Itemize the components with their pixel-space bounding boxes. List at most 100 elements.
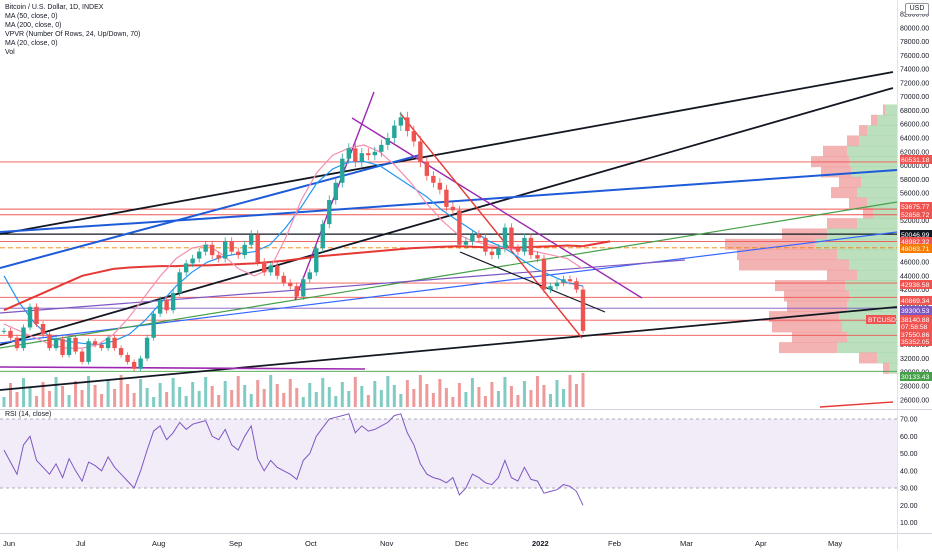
candle-body bbox=[288, 282, 293, 287]
candle-body bbox=[79, 351, 85, 362]
candle-body bbox=[509, 227, 514, 249]
ma-line bbox=[3, 144, 584, 349]
candle-body bbox=[483, 237, 488, 252]
price-label-text: 48063.71 bbox=[901, 246, 930, 253]
candle-body bbox=[333, 182, 338, 200]
candle-body bbox=[47, 334, 52, 349]
candle-body bbox=[366, 153, 371, 156]
candle-body bbox=[21, 327, 26, 349]
currency-button[interactable]: USD bbox=[905, 3, 929, 15]
volume-bar bbox=[568, 375, 572, 407]
volume-bar bbox=[191, 382, 195, 407]
trendline-blue-3 bbox=[0, 154, 421, 269]
legend-vol[interactable]: Vol bbox=[5, 49, 15, 56]
candle-body bbox=[222, 241, 228, 259]
volume-bar bbox=[392, 385, 396, 407]
price-tick-label: 32000.00 bbox=[900, 356, 929, 363]
legend-ma50[interactable]: MA (50, close, 0) bbox=[5, 13, 58, 20]
volume-bar bbox=[542, 385, 546, 407]
legend-vpvr[interactable]: VPVR (Number Of Rows, 24, Up/Down, 70) bbox=[5, 31, 141, 38]
vpvr-down-row bbox=[787, 300, 847, 312]
candle-body bbox=[14, 337, 20, 349]
volume-bar bbox=[503, 377, 507, 407]
time-tick-label: Jul bbox=[76, 539, 86, 548]
vpvr-down-row bbox=[827, 218, 857, 230]
candle-body bbox=[131, 361, 137, 369]
vpvr-down-row bbox=[839, 176, 861, 188]
volume-bar bbox=[269, 375, 273, 407]
price-tick-label: 52000.00 bbox=[900, 218, 929, 225]
volume-bar bbox=[353, 377, 357, 407]
candle-body bbox=[424, 162, 430, 176]
volume-bar bbox=[132, 393, 136, 407]
candle-body bbox=[1, 330, 7, 332]
volume-bar bbox=[301, 397, 305, 407]
volume-bar bbox=[2, 397, 6, 407]
price-label-text: 37550.86 bbox=[901, 332, 930, 339]
legend-ma20[interactable]: MA (20, close, 0) bbox=[5, 40, 58, 47]
volume-bar bbox=[490, 382, 494, 407]
candle-body bbox=[515, 248, 521, 252]
volume-bar bbox=[41, 382, 45, 407]
volume-bar bbox=[28, 387, 32, 407]
candle-body bbox=[528, 237, 534, 256]
price-tick-label: 68000.00 bbox=[900, 108, 929, 115]
volume-bar bbox=[379, 390, 383, 407]
candle-body bbox=[580, 289, 586, 331]
time-tick-label: Nov bbox=[380, 539, 394, 548]
rsi-tick-label: 40.00 bbox=[900, 468, 918, 475]
rsi-band bbox=[0, 419, 897, 488]
trend-lines[interactable] bbox=[0, 71, 898, 408]
candle-body bbox=[346, 148, 351, 159]
volume-bar bbox=[561, 389, 565, 407]
vpvr-up-row bbox=[857, 218, 897, 230]
vpvr-down-row bbox=[823, 145, 847, 157]
time-axis-line bbox=[0, 533, 932, 534]
ma200-extension bbox=[582, 240, 611, 248]
trendline-blue-1 bbox=[0, 215, 246, 233]
price-label-text: 40869.34 bbox=[901, 298, 930, 305]
rsi-tick-label: 20.00 bbox=[900, 503, 918, 510]
volume-bar bbox=[295, 388, 299, 407]
volume-bar bbox=[262, 389, 266, 407]
rsi-title[interactable]: RSI (14, close) bbox=[5, 411, 52, 418]
vpvr-down-row bbox=[779, 342, 837, 354]
volume-bar bbox=[48, 391, 52, 407]
volume-bar bbox=[483, 396, 487, 407]
price-label-bg bbox=[900, 202, 932, 211]
volume-bar bbox=[451, 397, 455, 407]
vpvr-up-row bbox=[877, 114, 897, 126]
vpvr-down-row bbox=[859, 352, 877, 364]
vpvr-down-row bbox=[883, 362, 889, 374]
candle-body bbox=[476, 234, 482, 238]
time-tick-label: May bbox=[828, 539, 842, 548]
volume-bar bbox=[522, 381, 526, 407]
candle-body bbox=[561, 279, 566, 283]
price-label-text: 39300.53 bbox=[901, 308, 930, 315]
candle-body bbox=[183, 263, 189, 273]
volume-bar bbox=[529, 390, 533, 407]
vpvr-up-row bbox=[889, 362, 897, 374]
trendline-purple-horizontal bbox=[0, 366, 366, 370]
legend-ma200[interactable]: MA (200, close, 0) bbox=[5, 22, 62, 29]
volume-bar bbox=[106, 380, 110, 407]
vpvr-down-row bbox=[775, 280, 845, 292]
candle-body bbox=[60, 339, 65, 355]
price-label-text: 42938.58 bbox=[901, 282, 930, 289]
candle-body bbox=[53, 339, 59, 349]
candle-body bbox=[554, 282, 560, 287]
volume-bar bbox=[464, 392, 468, 407]
price-label-text: 53675.77 bbox=[901, 204, 930, 211]
volume-bar bbox=[282, 393, 286, 407]
vpvr-down-row bbox=[792, 331, 847, 343]
candle-body bbox=[301, 279, 306, 297]
legend-title[interactable]: Bitcoin / U.S. Dollar, 1D, INDEX bbox=[5, 4, 104, 11]
vpvr-down-row bbox=[737, 249, 837, 261]
price-tick-label: 44000.00 bbox=[900, 273, 929, 280]
vpvr-up-row bbox=[877, 352, 897, 364]
volume-bar bbox=[22, 378, 26, 407]
price-label-bg bbox=[900, 280, 932, 289]
volume-bar bbox=[171, 378, 175, 407]
